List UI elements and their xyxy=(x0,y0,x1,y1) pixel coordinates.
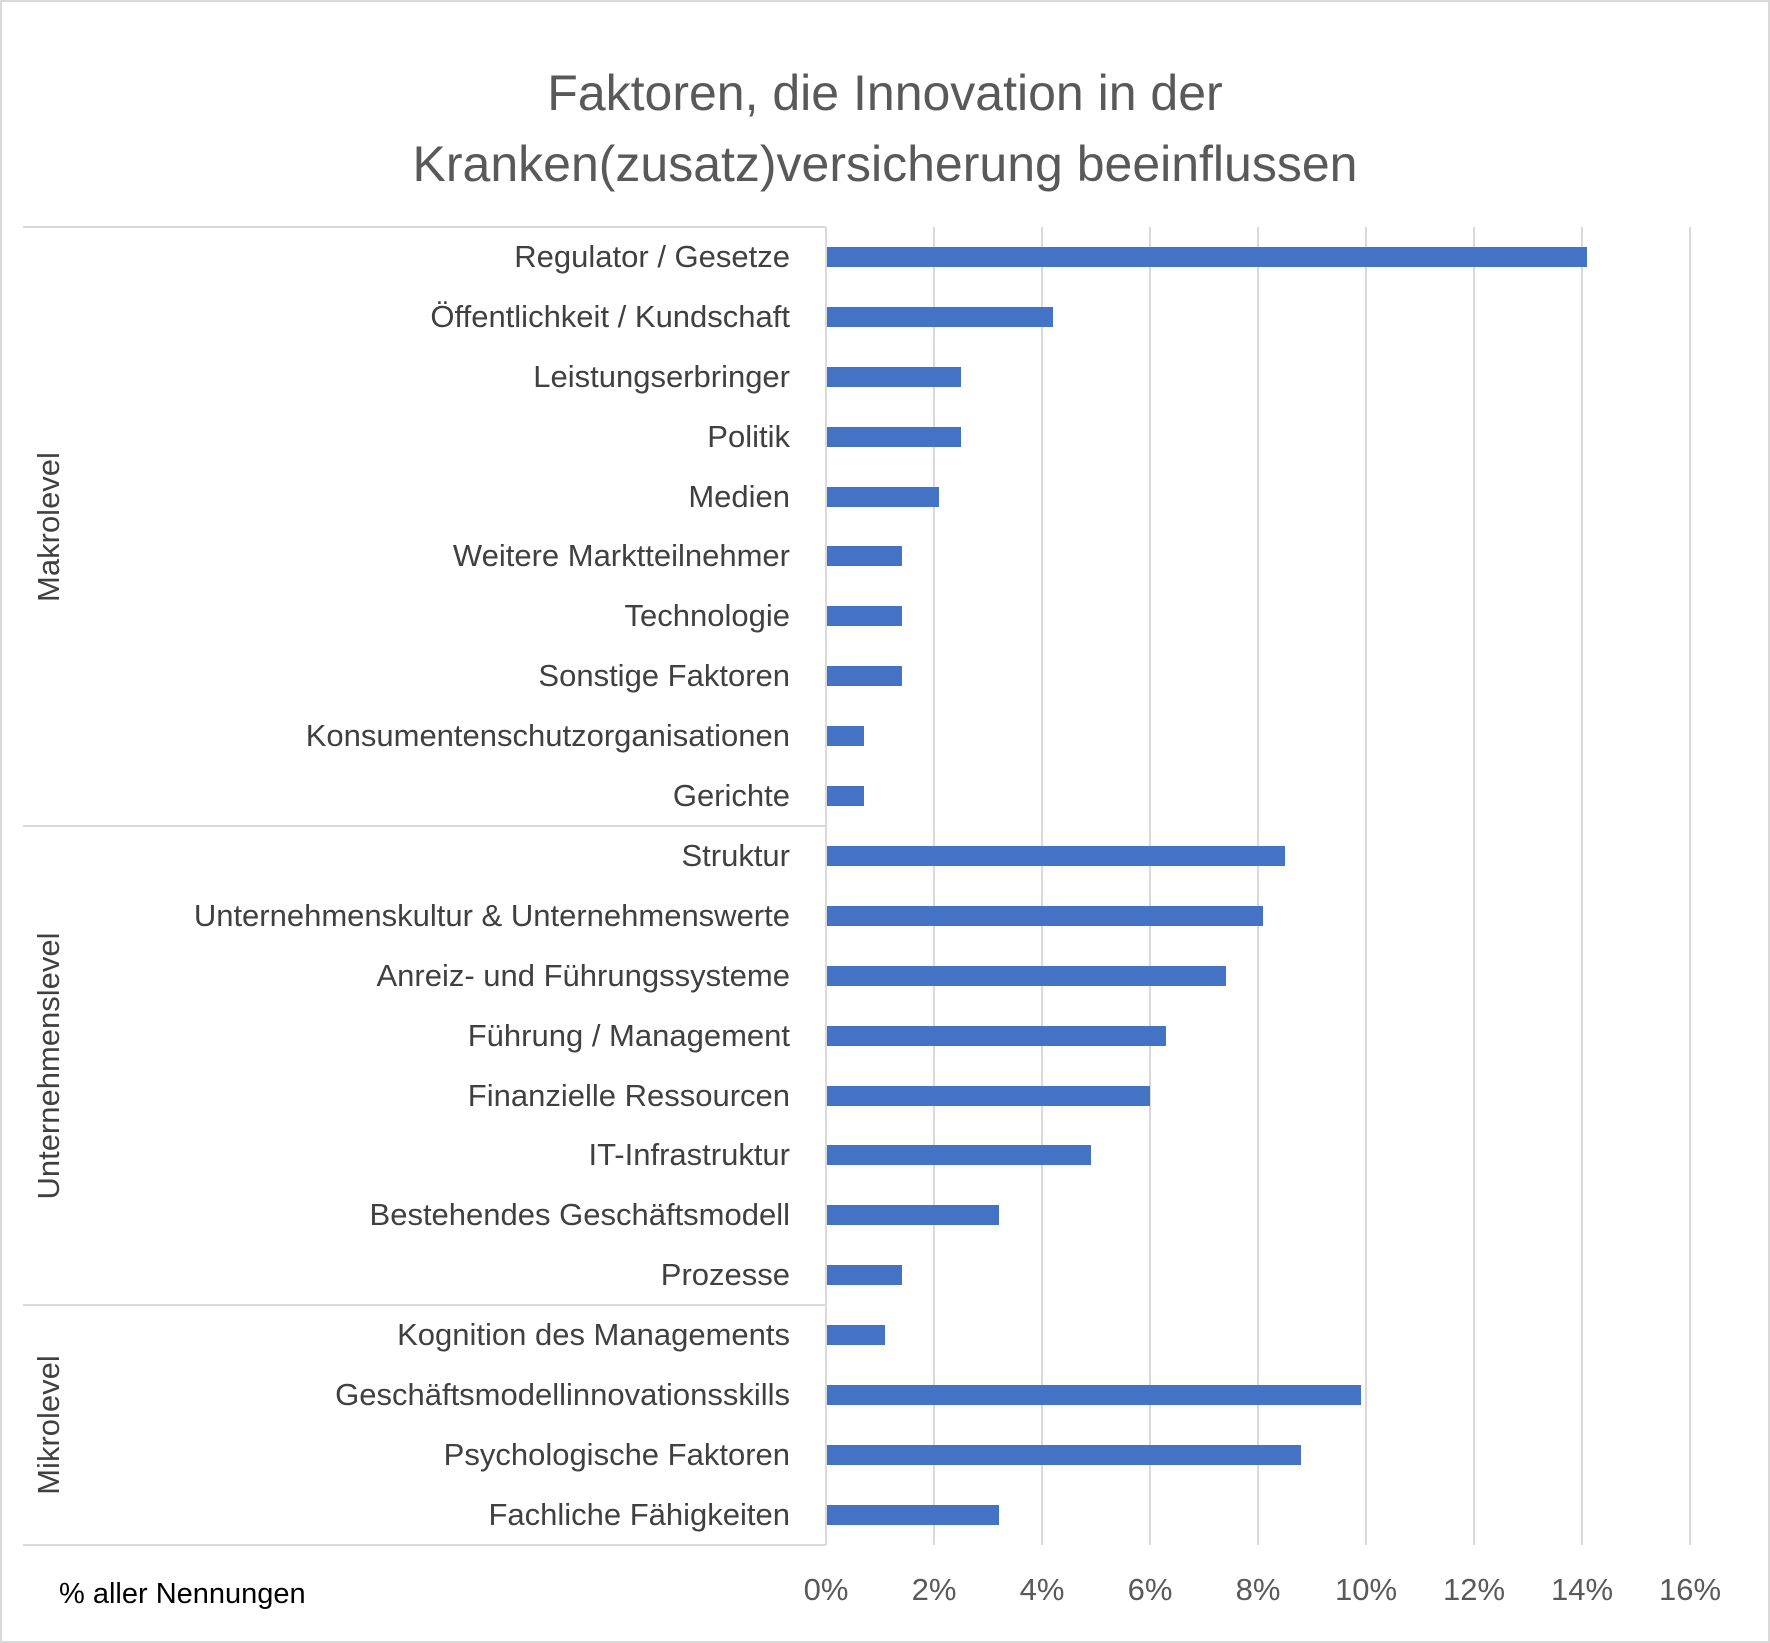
bar xyxy=(826,845,1285,866)
category-label: Konsumentenschutzorganisationen xyxy=(305,718,790,754)
gridline xyxy=(1149,227,1151,1545)
category-label: Anreiz- und Führungssysteme xyxy=(376,957,790,993)
category-label: Führung / Management xyxy=(467,1017,790,1053)
x-tick-label: 4% xyxy=(1019,1572,1065,1607)
bar xyxy=(826,1145,1091,1166)
x-tick-label: 2% xyxy=(911,1572,957,1607)
bar xyxy=(826,1205,999,1226)
category-label: Technologie xyxy=(624,598,790,634)
bar xyxy=(826,606,902,627)
chart-title: Faktoren, die Innovation in der Kranken(… xyxy=(0,58,1770,200)
group-label: Makrolevel xyxy=(31,451,66,602)
gridline xyxy=(1257,227,1259,1545)
group-separator xyxy=(23,226,826,228)
bar xyxy=(826,965,1226,986)
category-label: Politik xyxy=(707,418,790,454)
gridline xyxy=(1365,227,1367,1545)
category-label: Regulator / Gesetze xyxy=(514,238,790,274)
bar xyxy=(826,1444,1302,1465)
category-label: Fachliche Fähigkeiten xyxy=(488,1496,790,1532)
category-label: Geschäftsmodellinnovationsskills xyxy=(335,1377,790,1413)
category-label: Medien xyxy=(688,478,790,514)
gridline xyxy=(1689,227,1691,1545)
group-separator xyxy=(23,825,826,827)
chart-title-line-1: Faktoren, die Innovation in der xyxy=(547,65,1223,121)
bar xyxy=(826,246,1588,267)
group-label: Mikrolevel xyxy=(31,1355,66,1495)
category-label: Finanzielle Ressourcen xyxy=(467,1077,790,1113)
category-label: Prozesse xyxy=(660,1257,790,1293)
category-label: Psychologische Faktoren xyxy=(443,1436,790,1472)
bar xyxy=(826,1085,1150,1106)
category-label: Öffentlichkeit / Kundschaft xyxy=(430,298,790,334)
x-tick-label: 10% xyxy=(1334,1572,1398,1607)
gridline xyxy=(1581,227,1583,1545)
x-tick-label: 14% xyxy=(1550,1572,1614,1607)
group-separator xyxy=(23,1543,826,1546)
category-label: Gerichte xyxy=(672,778,790,814)
category-label: Kognition des Managements xyxy=(397,1317,790,1353)
category-label: IT-Infrastruktur xyxy=(588,1137,790,1173)
gridline xyxy=(1473,227,1475,1545)
category-label: Bestehendes Geschäftsmodell xyxy=(369,1197,790,1233)
bar xyxy=(826,726,864,747)
bar xyxy=(826,1385,1361,1406)
category-label: Unternehmenskultur & Unternehmenswerte xyxy=(193,897,790,933)
x-axis-title: % aller Nennungen xyxy=(59,1578,306,1610)
bar xyxy=(826,1265,902,1286)
plot-area xyxy=(825,227,1691,1545)
gridline xyxy=(1041,227,1043,1545)
group-separator xyxy=(23,1304,826,1307)
group-label: Unternehmenslevel xyxy=(31,932,66,1200)
x-tick-label: 0% xyxy=(803,1572,849,1607)
category-axis-line xyxy=(825,227,827,1545)
x-tick-label: 8% xyxy=(1235,1572,1281,1607)
bar xyxy=(826,1025,1167,1046)
bar xyxy=(826,905,1264,926)
bar xyxy=(826,546,902,567)
bar xyxy=(826,366,961,387)
bar xyxy=(826,786,864,807)
category-label: Sonstige Faktoren xyxy=(538,658,790,694)
category-label: Leistungserbringer xyxy=(533,358,790,394)
chart-title-line-2: Kranken(zusatz)versicherung beeinflussen xyxy=(412,136,1358,192)
bar xyxy=(826,306,1053,327)
bar xyxy=(826,666,902,687)
category-label: Struktur xyxy=(681,837,790,873)
bar xyxy=(826,426,961,447)
bar xyxy=(826,1504,999,1525)
x-tick-label: 12% xyxy=(1442,1572,1506,1607)
x-tick-label: 16% xyxy=(1658,1572,1722,1607)
bar xyxy=(826,486,940,507)
category-label: Weitere Marktteilnehmer xyxy=(452,538,790,574)
gridline xyxy=(933,227,935,1545)
x-tick-label: 6% xyxy=(1127,1572,1173,1607)
bar xyxy=(826,1325,886,1346)
